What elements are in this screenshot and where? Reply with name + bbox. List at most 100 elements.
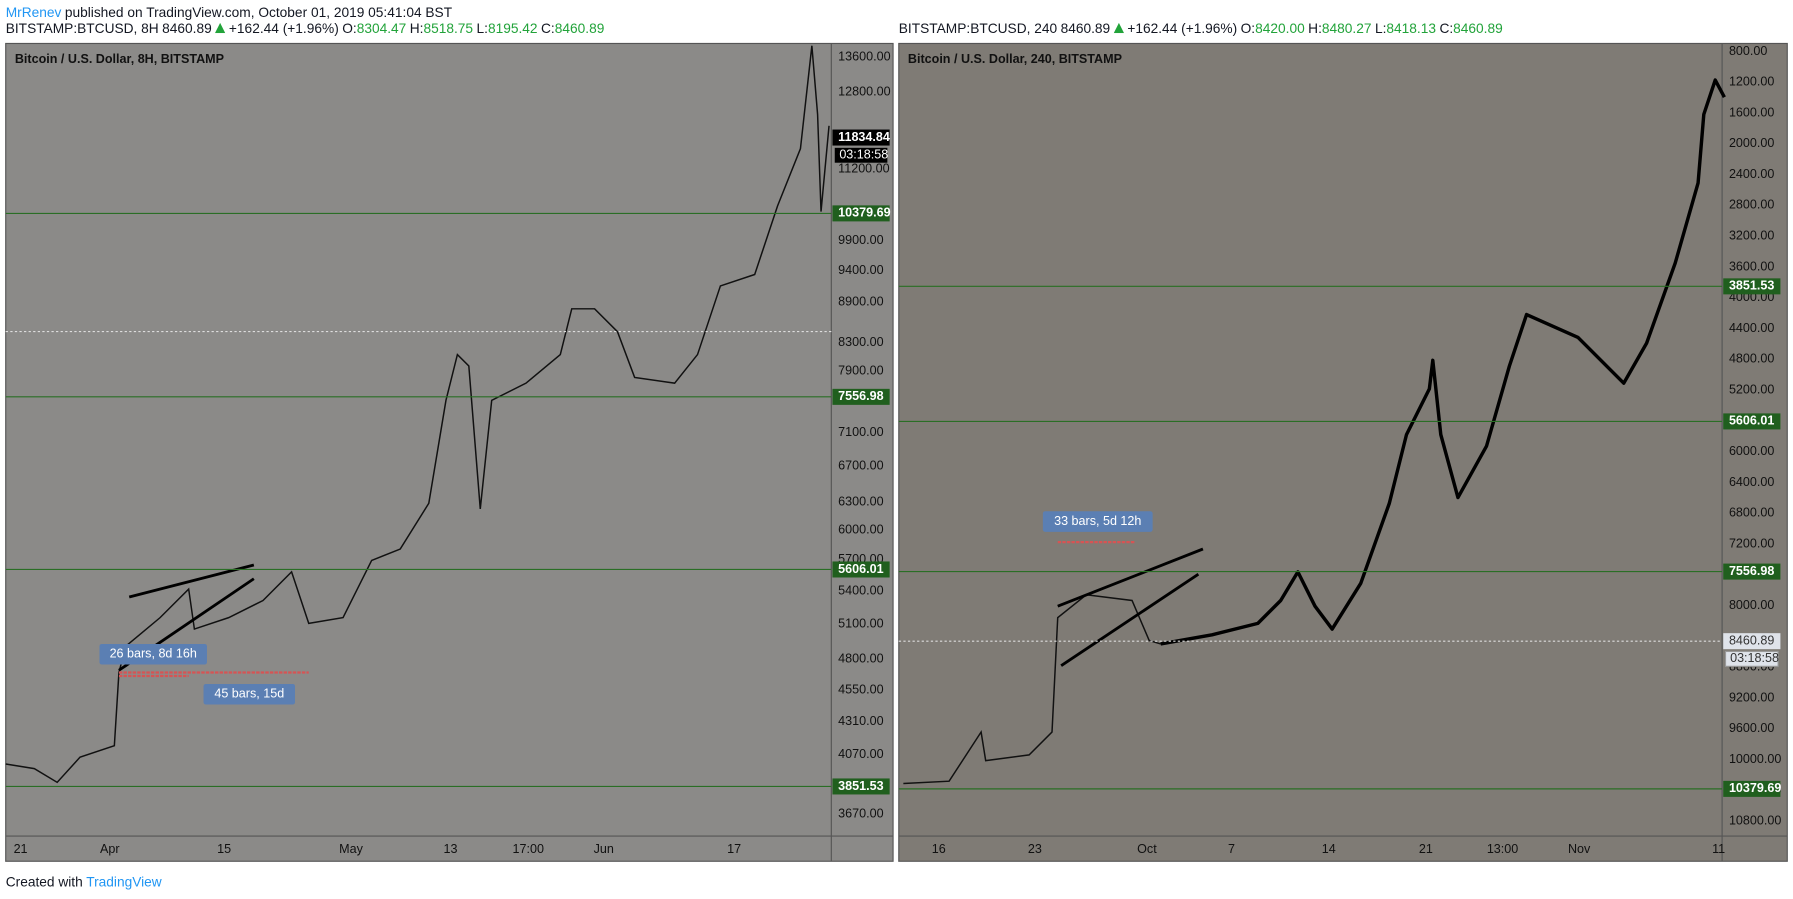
price-label: 10800.00	[1729, 814, 1781, 828]
price-label: 11200.00	[838, 162, 889, 176]
time-label: 11	[1712, 842, 1725, 856]
panel-bg	[5, 42, 894, 862]
price-label: 4800.00	[838, 652, 883, 666]
countdown-label: 03:18:58	[1730, 651, 1779, 665]
ohlc-value: 8420.00	[1255, 20, 1305, 37]
price-label: 10000.00	[1729, 752, 1781, 766]
price-label: 5100.00	[838, 616, 883, 630]
price-label: 7100.00	[838, 425, 883, 439]
price-label: 9900.00	[838, 233, 883, 247]
time-label: 14	[1322, 842, 1336, 856]
level-label: 7556.98	[838, 389, 883, 403]
level-tag	[1723, 780, 1781, 797]
price-label: 8900.00	[838, 295, 883, 309]
time-label: Oct	[1137, 842, 1157, 856]
symbol-line: BITSTAMP:BTCUSD, 8H 8460.89 +162.44 (+1.96…	[6, 21, 608, 37]
time-label: 16	[932, 842, 946, 856]
price-label: 7200.00	[1729, 536, 1774, 550]
level-label: 5606.01	[838, 562, 883, 576]
price-label: 1200.00	[1729, 75, 1774, 89]
price-path	[5, 45, 830, 784]
ohlc-value: 8418.13	[1386, 20, 1437, 37]
price-tag	[832, 129, 890, 146]
time-label: 23	[1028, 842, 1042, 856]
annotation-text: 45 bars, 15d	[214, 687, 284, 701]
price-label: 8000.00	[1729, 598, 1774, 612]
price-label: 4550.00	[838, 682, 883, 696]
annotation-box	[99, 643, 207, 665]
ohlc-value: 8518.75	[423, 20, 474, 37]
price-label: 800.00	[1729, 44, 1767, 58]
ohlc-label: O:	[1240, 20, 1256, 37]
last: 8460.89	[1060, 20, 1111, 37]
countdown-tag	[1724, 650, 1779, 667]
ohlc-label: C:	[541, 20, 555, 37]
ohlc-value: 8460.89	[1453, 20, 1503, 37]
change: +162.44 (+1.96%)	[228, 20, 339, 37]
price-tag-label: 8460.89	[1729, 633, 1774, 647]
level-label: 3851.53	[1729, 279, 1774, 293]
annotation-box	[203, 683, 296, 705]
level-tag	[832, 205, 890, 222]
level-label: 10379.69	[838, 206, 890, 220]
price-label: 6300.00	[838, 494, 883, 508]
ohlc-label: L:	[476, 20, 488, 37]
created-with: Created with	[5, 873, 83, 890]
price-label: 2000.00	[1729, 136, 1774, 150]
time-label: Apr	[100, 842, 120, 856]
price-label: 6000.00	[838, 523, 883, 537]
last: 8460.89	[162, 20, 212, 37]
level-label: 3851.53	[838, 779, 883, 793]
time-label: 21	[1419, 842, 1433, 856]
price-label: 3200.00	[1729, 229, 1774, 243]
ohlc-label: C:	[1439, 20, 1454, 37]
time-label: 13	[444, 842, 458, 856]
level-label: 10379.69	[1729, 781, 1781, 795]
change: +162.44 (+1.96%)	[1127, 20, 1238, 37]
footer: Created with TradingView	[6, 874, 165, 890]
symbol: BITSTAMP:BTCUSD, 240	[898, 20, 1058, 37]
price-label: 2400.00	[1729, 167, 1774, 181]
level-tag	[832, 388, 890, 405]
level-label: 7556.98	[1729, 564, 1774, 578]
ohlc-value: 8480.27	[1321, 20, 1372, 37]
annotation-text: 26 bars, 8d 16h	[110, 647, 197, 661]
price-label: 2800.00	[1729, 198, 1774, 212]
level-tag	[832, 778, 890, 795]
up-icon	[1113, 22, 1124, 34]
ohlc-label: H:	[409, 20, 424, 37]
time-label: 7	[1228, 842, 1235, 856]
trend-line	[1057, 547, 1204, 608]
ohlc-value: 8195.42	[487, 20, 538, 37]
price-label: 3670.00	[838, 807, 883, 821]
symbol-line: BITSTAMP:BTCUSD, 240 8460.89 +162.44 (+1.9…	[899, 21, 1506, 37]
time-label: May	[339, 842, 363, 856]
price-label: 9400.00	[838, 263, 883, 277]
trend-line	[128, 563, 255, 599]
time-label: 15	[217, 842, 231, 856]
price-label: 12800.00	[838, 85, 890, 99]
price-label: 1600.00	[1729, 105, 1774, 119]
trend-line	[1060, 572, 1200, 667]
annotation-text: 33 bars, 5d 12h	[1054, 514, 1141, 528]
price-label: 4800.00	[1729, 352, 1774, 366]
ohlc-value: 8460.89	[554, 20, 605, 37]
level-tag	[1723, 413, 1781, 430]
level-tag	[1723, 278, 1781, 295]
author[interactable]: MrRenev	[5, 4, 62, 21]
time-label: 17	[727, 842, 741, 856]
price-label: 3600.00	[1729, 259, 1774, 273]
level-label: 5606.01	[1729, 414, 1774, 428]
ohlc-label: H:	[1308, 20, 1322, 37]
brand[interactable]: TradingView	[86, 873, 162, 890]
up-icon	[215, 22, 226, 34]
price-label: 4400.00	[1729, 321, 1774, 335]
annotation-box	[1042, 511, 1153, 532]
ohlc-label: L:	[1374, 20, 1387, 37]
price-label: 4310.00	[838, 714, 883, 728]
price-label: 8300.00	[838, 335, 883, 349]
price-label: 5200.00	[1729, 382, 1774, 396]
price-label: 6400.00	[1729, 475, 1774, 489]
